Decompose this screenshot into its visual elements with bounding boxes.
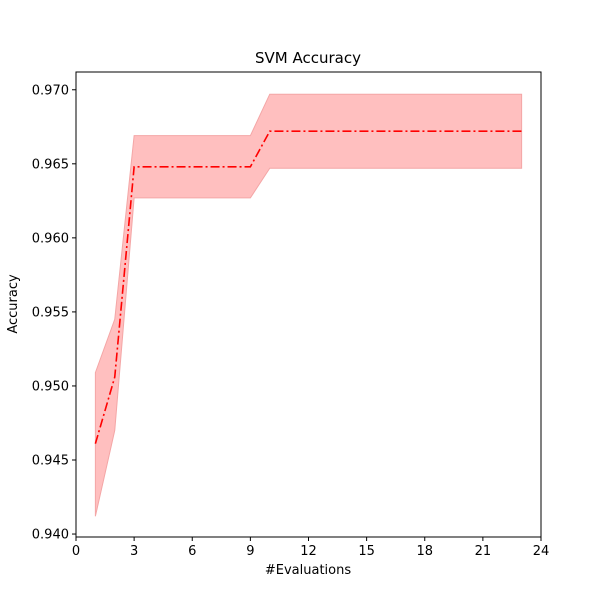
- x-tick-label: 3: [130, 544, 138, 559]
- y-axis-label: Accuracy: [6, 274, 21, 334]
- x-tick-label: 9: [246, 544, 254, 559]
- y-tick-label: 0.945: [32, 453, 69, 468]
- y-tick-label: 0.960: [32, 231, 69, 246]
- x-tick-label: 18: [416, 544, 433, 559]
- x-axis-label: #Evaluations: [265, 563, 351, 578]
- y-tick-label: 0.955: [32, 305, 69, 320]
- y-tick-label: 0.965: [32, 157, 69, 172]
- accuracy-line: [94, 130, 522, 444]
- confidence-band: [94, 93, 523, 517]
- x-tick-label: 6: [188, 544, 196, 559]
- y-tick-label: 0.950: [32, 379, 69, 394]
- y-tick-label: 0.970: [32, 83, 69, 98]
- x-tick-label: 15: [358, 544, 375, 559]
- x-tick-label: 21: [475, 544, 492, 559]
- x-tick-label: 12: [300, 544, 317, 559]
- y-ticks: 0.940 0.945 0.950 0.955 0.960 0.965 0.970: [32, 83, 76, 543]
- chart-title: SVM Accuracy: [255, 49, 361, 67]
- x-tick-label: 24: [533, 544, 550, 559]
- plot-content: [94, 93, 523, 517]
- y-tick-label: 0.940: [32, 528, 69, 543]
- x-tick-label: 0: [72, 544, 80, 559]
- x-ticks: 0 3 6 9 12 15 18 21 24: [72, 537, 549, 559]
